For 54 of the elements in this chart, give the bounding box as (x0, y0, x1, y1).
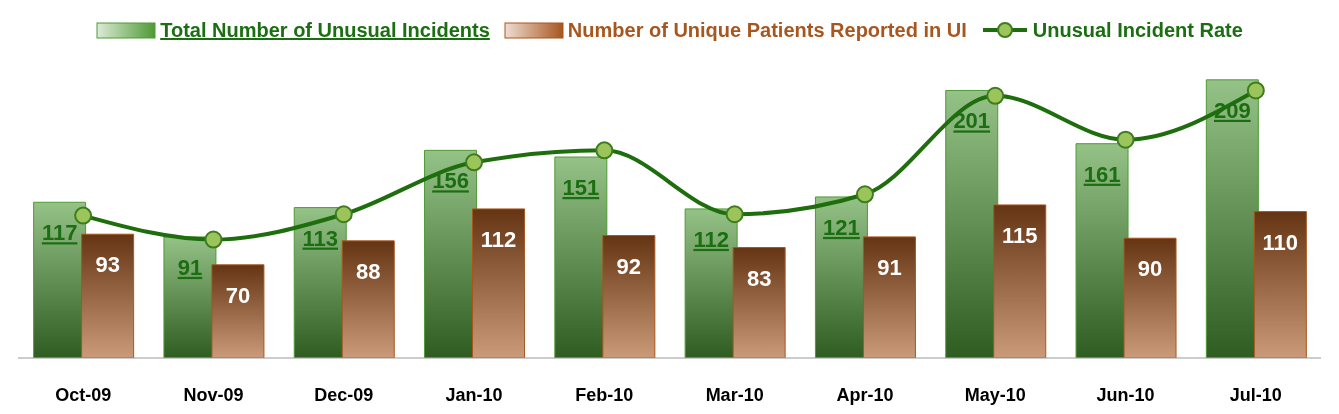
bar (732, 247, 786, 358)
point (986, 86, 1005, 105)
data-label: 83 (746, 265, 772, 291)
data-label: 70 (225, 282, 251, 308)
legend-label: Total Number of Unusual Incidents (160, 18, 490, 42)
bar (211, 264, 265, 358)
point (204, 230, 223, 249)
legend-label: Unusual Incident Rate (1032, 18, 1243, 42)
x-tick-label: Nov-09 (183, 384, 244, 405)
bar (1075, 143, 1129, 358)
data-label: 93 (95, 252, 120, 278)
data-label: 112 (693, 226, 729, 252)
data-label: 91 (177, 254, 203, 280)
data-label: 88 (355, 258, 381, 284)
data-label: 110 (1262, 229, 1299, 255)
x-tick-label: Oct-09 (55, 384, 112, 405)
x-tick-label: Feb-10 (575, 384, 634, 405)
data-label: 91 (877, 254, 902, 280)
bar (1253, 211, 1307, 358)
bar (81, 233, 135, 358)
data-label: 156 (432, 168, 469, 194)
point (334, 205, 353, 224)
bar (341, 240, 395, 358)
x-tick-label: Jan-10 (445, 384, 503, 405)
data-label: 90 (1137, 256, 1163, 282)
point (74, 206, 93, 225)
bar (862, 236, 916, 358)
point (855, 185, 874, 204)
x-tick-label: Jul-10 (1229, 384, 1282, 405)
bar (472, 208, 526, 358)
x-tick-label: Mar-10 (705, 384, 764, 405)
point (1246, 81, 1265, 100)
x-tick-label: May-10 (964, 384, 1026, 405)
data-label: 112 (480, 226, 517, 252)
data-label: 92 (616, 253, 642, 279)
legend-label: Number of Unique Patients Reported in UI (567, 18, 967, 42)
bar (554, 156, 608, 358)
point (725, 205, 744, 224)
x-tick-label: Jun-10 (1096, 384, 1155, 405)
bar (1123, 237, 1177, 358)
data-label: 113 (302, 225, 338, 251)
point (465, 153, 484, 172)
x-tick-label: Dec-09 (314, 384, 374, 405)
data-label: 117 (41, 220, 78, 246)
bar (993, 204, 1047, 358)
data-label: 151 (562, 175, 600, 201)
data-label: 201 (953, 108, 991, 134)
bar (602, 235, 656, 358)
data-label: 161 (1083, 161, 1121, 187)
data-label: 115 (1001, 222, 1038, 248)
point (1116, 130, 1135, 149)
point (595, 141, 614, 160)
x-tick-label: Apr-10 (836, 384, 894, 405)
data-label: 121 (823, 214, 860, 240)
